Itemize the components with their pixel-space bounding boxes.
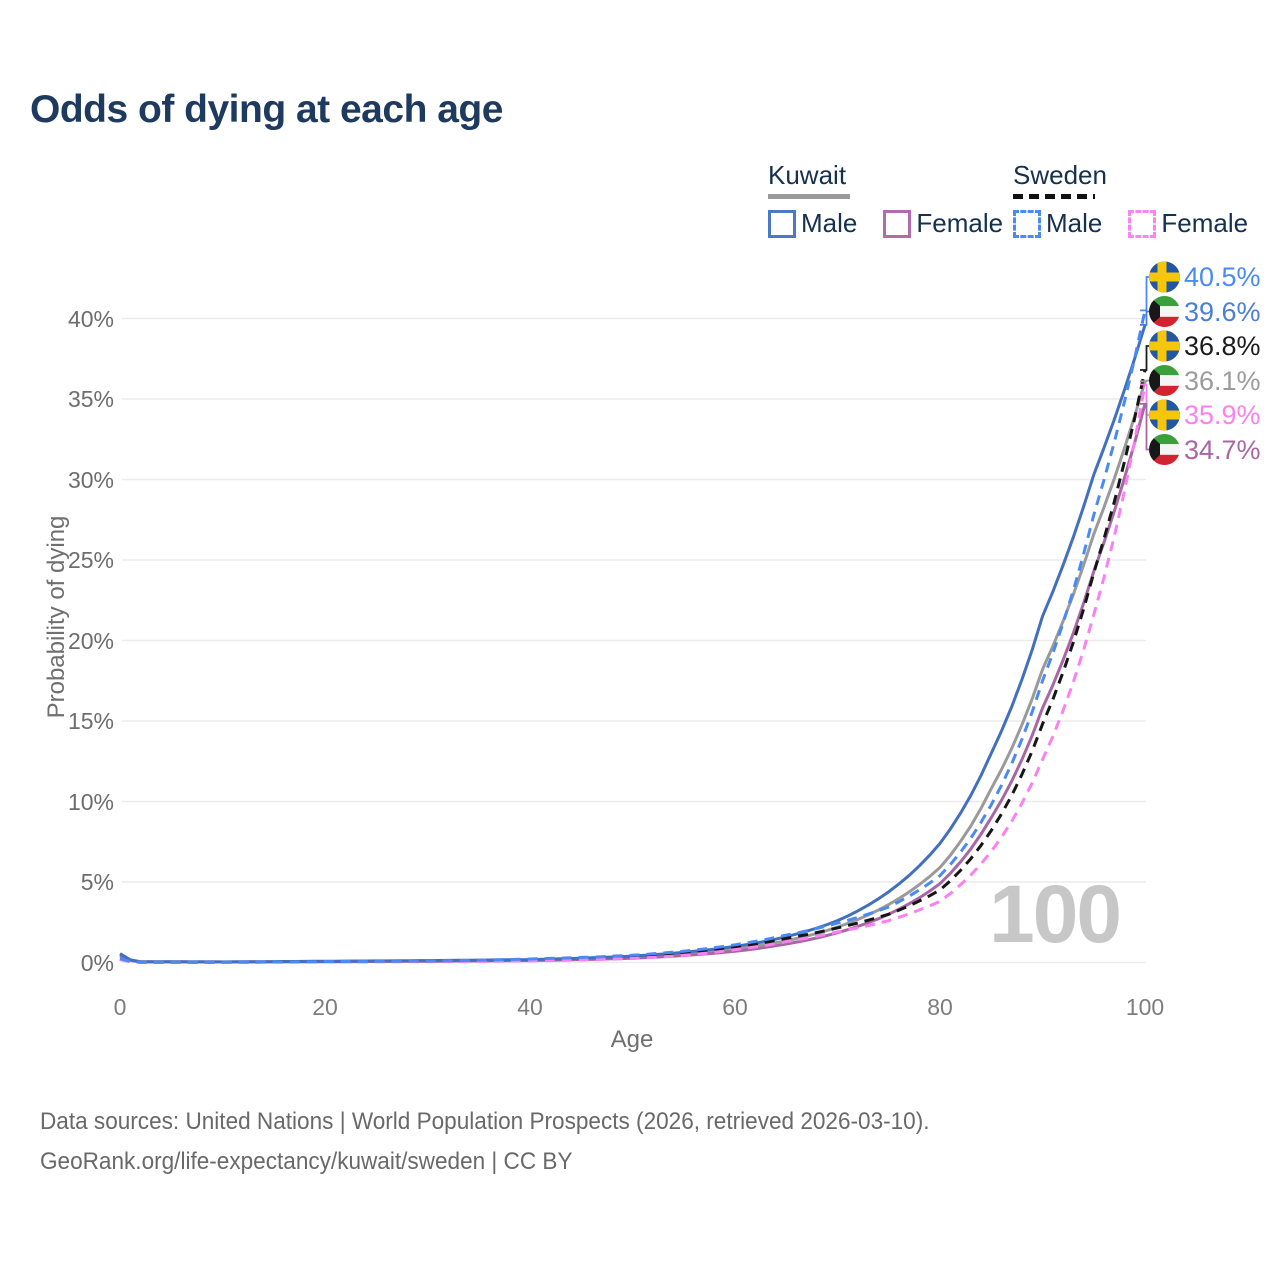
end-value-label-kuwait-male: 39.6% [1184,296,1261,327]
x-tick-label: 80 [927,994,953,1020]
legend-checkbox-kuwait-female[interactable] [883,209,912,238]
y-tick-label: 40% [67,305,114,332]
legend-item-kuwait-female[interactable]: Female [883,208,1003,239]
legend-group-sweden: Sweden Male Female [1013,160,1248,239]
end-label-flags [1149,261,1180,465]
y-tick-label: 30% [67,466,114,493]
x-tick-label: 20 [312,994,338,1020]
kuwait-flag-icon [1149,365,1180,396]
legend-label: Female [1161,208,1249,238]
series-lines [119,310,1147,964]
end-value-label-kuwait: 36.1% [1184,365,1261,396]
y-tick-label: 20% [67,627,114,654]
hover-age-watermark: 100 [989,869,1122,960]
x-tick-label: 0 [113,994,127,1020]
y-axis-title: Probability of dying [43,515,70,719]
legend-item-sweden-male[interactable]: Male [1013,208,1102,239]
footer-data-sources: Data sources: United Nations | World Pop… [40,1108,930,1135]
connector-kuwait [1140,379,1149,383]
end-value-label-sweden: 36.8% [1184,331,1261,361]
footer-attribution: GeoRank.org/life-expectancy/kuwait/swede… [40,1148,573,1175]
legend-checkbox-kuwait-male[interactable] [768,209,796,238]
legend-label: Male [801,208,858,238]
legend-label: Female [916,208,1004,238]
legend-checkbox-sweden-female[interactable] [1128,209,1157,238]
legend-group-kuwait: Kuwait Male Female [768,160,1003,239]
sweden-flag-icon [1149,399,1180,431]
x-tick-label: 100 [1125,994,1165,1020]
connector-kuwait-male [1140,310,1149,326]
page-title: Odds of dying at each age [30,88,503,131]
end-label-connectors [1140,276,1149,451]
series-line-kuwait-male[interactable] [119,324,1147,964]
x-axis-title: Age [610,1026,654,1053]
legend-country-kuwait[interactable]: Kuwait [768,160,847,190]
y-tick-label: 5% [80,869,114,895]
connector-sweden [1140,345,1149,371]
legend-country-sweden[interactable]: Sweden [1013,160,1107,190]
connector-sweden-female [1140,383,1149,416]
y-tick-label: 25% [67,547,114,573]
sweden-flag-icon [1149,330,1180,362]
x-tick-label: 40 [517,994,543,1020]
y-tick-label: 10% [67,788,114,815]
series-line-sweden-male[interactable] [119,310,1147,964]
legend-item-sweden-female[interactable]: Female [1128,208,1248,239]
legend-checkbox-sweden-male[interactable] [1013,209,1041,238]
legend-linestyle-dashed [1013,194,1095,199]
legend-label: Male [1046,208,1103,238]
kuwait-flag-icon [1149,296,1180,327]
y-tick-label: 15% [67,708,114,734]
gridlines [122,317,1146,964]
end-value-label-sweden-male: 40.5% [1184,262,1261,292]
legend-linestyle-solid [768,194,850,199]
y-tick-label: 35% [67,386,114,412]
kuwait-flag-icon [1149,434,1180,465]
connector-sweden-male [1140,276,1149,312]
legend-item-kuwait-male[interactable]: Male [768,208,857,239]
sweden-flag-icon [1149,261,1180,293]
end-value-label-kuwait-female: 34.7% [1184,434,1261,465]
end-value-label-sweden-female: 35.9% [1184,400,1261,430]
x-tick-label: 60 [722,994,748,1020]
y-tick-label: 0% [80,949,114,976]
connector-kuwait-female [1140,402,1149,451]
